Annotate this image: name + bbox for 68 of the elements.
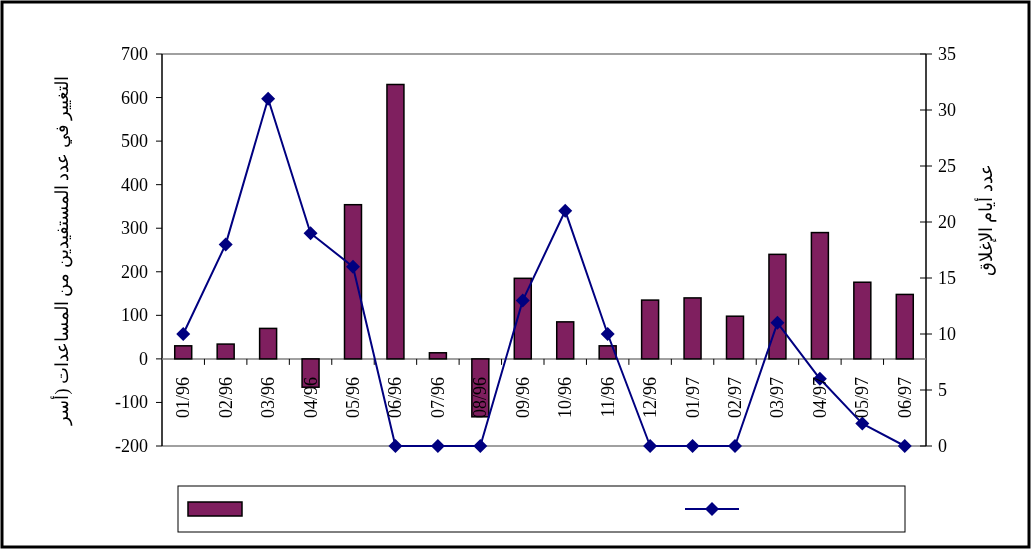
y2-tick-label: 35 bbox=[938, 44, 956, 64]
x-tick-label: 04/96 bbox=[300, 376, 321, 418]
x-tick-label: 11/96 bbox=[597, 376, 618, 418]
y-tick-label: 300 bbox=[121, 218, 148, 239]
point bbox=[897, 439, 912, 453]
x-tick-label: 04/97 bbox=[809, 376, 830, 418]
x-tick-label: 06/96 bbox=[385, 376, 406, 418]
x-tick-label: 03/97 bbox=[767, 376, 788, 418]
x-tick-label: 02/96 bbox=[215, 376, 236, 418]
y-tick-label: 500 bbox=[121, 131, 148, 152]
x-tick-label: 05/96 bbox=[343, 376, 363, 418]
x-tick-label: 01/96 bbox=[173, 376, 194, 418]
x-tick-label: 06/97 bbox=[894, 376, 915, 418]
bar bbox=[428, 352, 448, 360]
x-tick-label: 05/97 bbox=[852, 376, 873, 418]
y-tick-label: 400 bbox=[121, 174, 148, 195]
x-tick-label: 08/96 bbox=[470, 376, 491, 418]
y2-tick-label: 30 bbox=[938, 100, 956, 120]
bar bbox=[258, 327, 278, 360]
y-tick-label: 200 bbox=[121, 261, 148, 282]
bar bbox=[640, 299, 660, 360]
bar bbox=[725, 315, 745, 360]
y-tick-label: -100 bbox=[115, 392, 148, 413]
bar bbox=[768, 253, 787, 360]
x-tick-label: 01/97 bbox=[682, 376, 703, 418]
point bbox=[600, 327, 615, 341]
point bbox=[388, 439, 403, 453]
y-axis-title: التغيير في عدد المستفيدين من المساعدات (أسر bbox=[50, 75, 73, 426]
point bbox=[261, 91, 276, 106]
bar bbox=[810, 231, 830, 360]
y-tick-label: -200 bbox=[115, 436, 148, 456]
y2-tick-label: 0 bbox=[938, 436, 947, 456]
x-tick-label: 09/96 bbox=[512, 376, 533, 418]
bar bbox=[683, 297, 702, 360]
point bbox=[303, 226, 318, 241]
bar bbox=[216, 343, 235, 360]
y-tick-label: 100 bbox=[121, 305, 148, 326]
point bbox=[218, 237, 233, 252]
y-tick-label: 0 bbox=[139, 348, 148, 369]
x-tick-label: 07/96 bbox=[427, 376, 448, 418]
point bbox=[176, 327, 191, 341]
point bbox=[430, 439, 445, 453]
bar bbox=[173, 345, 193, 360]
x-tick-label: 03/96 bbox=[258, 376, 279, 418]
bar bbox=[555, 321, 575, 360]
point bbox=[643, 439, 658, 453]
y2-tick-label: 10 bbox=[938, 324, 956, 344]
x-tick-label: 02/97 bbox=[725, 376, 745, 418]
y2-tick-label: 20 bbox=[938, 212, 956, 232]
y-tick-label: 600 bbox=[121, 87, 148, 108]
y2-axis-title: عدد أيام الإغلاق bbox=[974, 164, 997, 276]
bar bbox=[343, 203, 363, 360]
x-tick-label: 12/96 bbox=[640, 376, 661, 418]
point bbox=[728, 439, 742, 453]
y2-tick-label: 15 bbox=[938, 268, 956, 288]
point bbox=[558, 203, 573, 218]
point bbox=[346, 259, 360, 274]
y-tick-label: 700 bbox=[121, 44, 148, 64]
y2-tick-label: 5 bbox=[938, 380, 947, 400]
x-tick-label: 10/96 bbox=[555, 376, 576, 418]
point bbox=[685, 439, 700, 453]
point bbox=[515, 293, 530, 308]
bar bbox=[895, 293, 915, 360]
y2-tick-label: 25 bbox=[938, 156, 956, 176]
bar bbox=[386, 83, 405, 360]
bar bbox=[853, 281, 872, 360]
point bbox=[473, 439, 488, 453]
point bbox=[770, 315, 785, 330]
